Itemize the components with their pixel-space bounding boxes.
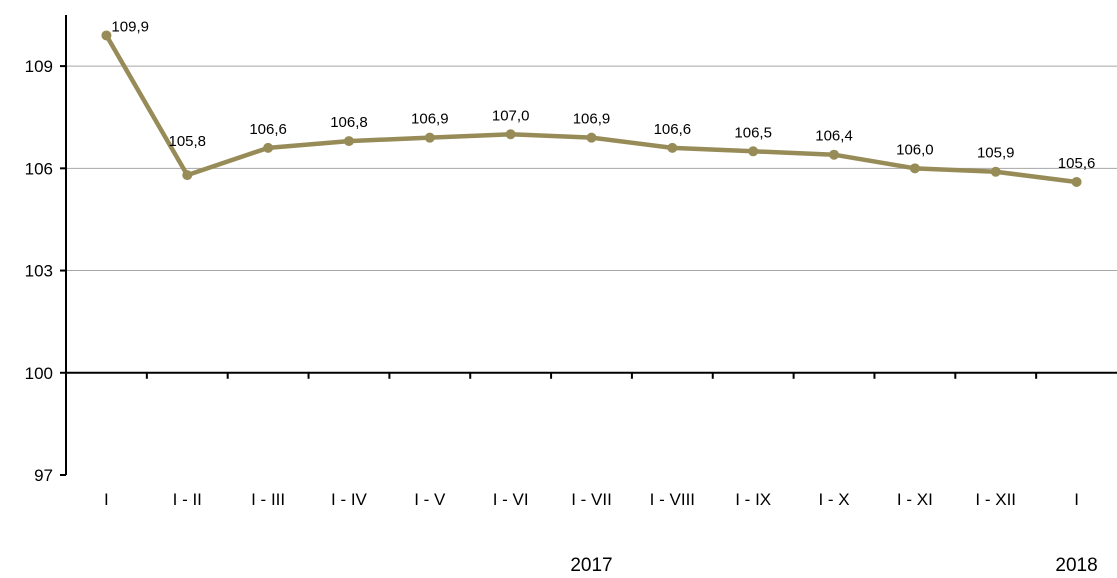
series-line <box>101 30 1082 187</box>
data-label: 106,6 <box>654 121 692 138</box>
data-point <box>182 170 193 181</box>
data-label: 105,9 <box>977 145 1015 162</box>
data-point <box>343 136 354 147</box>
x-tick-label: I - VI <box>493 490 529 509</box>
x-tick-label: I - XI <box>897 490 933 509</box>
data-label: 109,9 <box>111 18 149 35</box>
data-label: 107,0 <box>492 107 530 124</box>
x-tick-label: I - IV <box>331 490 368 509</box>
x-tick-label: I - X <box>818 490 849 509</box>
year-labels: 2017 2018 <box>570 555 1097 576</box>
year-label: 2018 <box>1055 555 1097 576</box>
data-point <box>667 142 678 153</box>
y-tick-label: 97 <box>34 466 53 485</box>
data-point <box>101 30 112 41</box>
x-tick-label: I - VIII <box>650 490 695 509</box>
data-label: 105,6 <box>1058 155 1096 172</box>
y-tick-label: 103 <box>25 262 53 281</box>
x-tick-label: I <box>1074 490 1079 509</box>
data-label: 106,8 <box>330 114 368 131</box>
data-point <box>424 132 435 143</box>
data-point <box>505 129 516 140</box>
y-tick-label: 100 <box>25 364 53 383</box>
data-label: 106,4 <box>815 128 853 145</box>
data-labels: 109,9 105,8 106,6 106,8 106,9 107,0 106,9 106,6… <box>111 18 1095 172</box>
axes <box>65 15 1117 475</box>
x-axis-ticks: I I - II I - III I - IV I - V I - VI I - VII I … <box>104 372 1079 509</box>
x-tick-label: I - III <box>251 490 285 509</box>
x-tick-label: I - IX <box>735 490 771 509</box>
y-tick-label: 109 <box>25 57 53 76</box>
year-label: 2017 <box>570 555 612 576</box>
data-label: 106,9 <box>573 111 611 128</box>
data-label: 105,8 <box>168 133 206 150</box>
data-point <box>829 149 840 160</box>
data-label: 106,6 <box>249 121 287 138</box>
data-point <box>990 166 1001 177</box>
y-tick-label: 106 <box>25 159 53 178</box>
series-polyline <box>104 33 1079 185</box>
y-axis-ticks: 97 100 103 106 109 <box>25 57 66 485</box>
data-label: 106,9 <box>411 111 449 128</box>
x-tick-label: I - II <box>173 490 202 509</box>
data-point <box>263 142 274 153</box>
x-tick-label: I - VII <box>571 490 612 509</box>
data-point <box>748 146 759 157</box>
data-label: 106,5 <box>734 124 772 141</box>
x-tick-label: I - XII <box>975 490 1016 509</box>
x-tick-label: I <box>104 490 109 509</box>
data-label: 106,0 <box>896 141 934 158</box>
data-point <box>909 163 920 174</box>
data-point <box>586 132 597 143</box>
data-point <box>1071 176 1082 187</box>
x-tick-label: I - V <box>414 490 446 509</box>
